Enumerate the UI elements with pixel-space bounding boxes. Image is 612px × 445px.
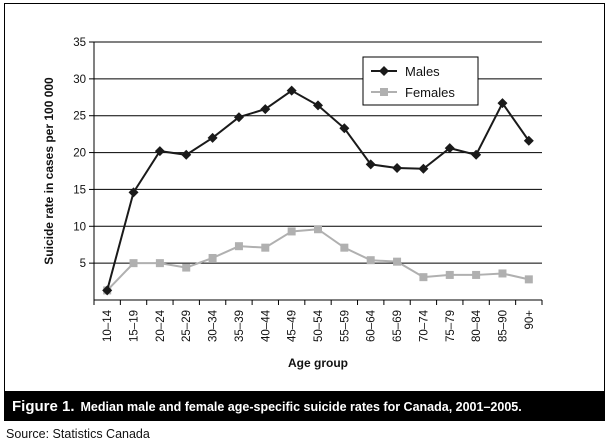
x-tick-label: 60–64 bbox=[366, 309, 378, 342]
x-tick-label: 30–34 bbox=[208, 309, 220, 342]
data-point-females bbox=[445, 270, 454, 279]
data-point-females bbox=[261, 243, 270, 252]
data-point-males bbox=[102, 285, 113, 296]
legend-marker-males bbox=[379, 66, 389, 76]
y-tick-label: 10 bbox=[73, 221, 86, 233]
data-point-females bbox=[524, 275, 533, 284]
data-point-females bbox=[314, 225, 322, 234]
legend-marker-females bbox=[380, 88, 388, 96]
x-tick-label: 75–79 bbox=[445, 310, 457, 342]
x-tick-label: 10–14 bbox=[102, 309, 114, 342]
x-tick-label: 45–49 bbox=[287, 310, 299, 342]
series-line-females bbox=[106, 228, 530, 292]
data-point-males bbox=[154, 146, 165, 157]
x-tick-label: 35–39 bbox=[234, 310, 246, 342]
data-point-males bbox=[497, 98, 508, 109]
data-point-males bbox=[471, 149, 482, 160]
x-axis-title: Age group bbox=[288, 356, 348, 370]
x-tick-label: 90+ bbox=[524, 310, 536, 330]
data-point-females bbox=[366, 256, 375, 265]
x-tick-label: 25–29 bbox=[181, 310, 193, 342]
x-tick-label: 55–59 bbox=[339, 310, 351, 342]
x-tick-label: 15–19 bbox=[129, 310, 141, 342]
data-point-males bbox=[207, 132, 218, 143]
data-point-females bbox=[182, 263, 191, 272]
data-point-females bbox=[208, 253, 217, 262]
data-point-males bbox=[444, 143, 455, 154]
caption-label: Figure 1. bbox=[12, 398, 75, 415]
y-tick-label: 25 bbox=[73, 111, 86, 123]
data-point-females bbox=[155, 259, 164, 268]
series-line-males bbox=[106, 89, 530, 291]
data-point-males bbox=[233, 112, 244, 123]
data-point-females bbox=[340, 243, 349, 252]
legend-label-males: Males bbox=[405, 64, 440, 79]
x-tick-label: 20–24 bbox=[155, 309, 167, 342]
source-note: Source: Statistics Canada bbox=[6, 427, 150, 441]
data-point-males bbox=[181, 149, 192, 160]
data-point-females bbox=[498, 269, 507, 278]
x-tick-label: 40–44 bbox=[260, 309, 272, 342]
y-axis-title: Suicide rate in cases per 100 000 bbox=[42, 77, 56, 265]
x-tick-label: 85–90 bbox=[497, 310, 509, 342]
data-point-females bbox=[287, 227, 296, 236]
figure-frame: 5 10 15 20 25 30 35 10–14 15–19 20–24 25–29 30–34 35… bbox=[4, 3, 605, 392]
x-tick-label: 80–84 bbox=[471, 309, 483, 342]
x-tick-label: 65–69 bbox=[392, 310, 404, 342]
data-point-males bbox=[365, 159, 376, 170]
data-point-females bbox=[472, 270, 481, 279]
data-point-females bbox=[234, 242, 243, 251]
y-tick-label: 5 bbox=[80, 258, 86, 270]
data-point-males bbox=[418, 163, 429, 174]
y-tick-label: 30 bbox=[73, 74, 86, 86]
y-tick-label: 15 bbox=[73, 184, 86, 196]
figure-caption: Figure 1. Median male and female age-spec… bbox=[4, 392, 605, 421]
x-tick-label: 50–54 bbox=[313, 309, 325, 342]
data-point-females bbox=[419, 273, 428, 282]
legend-label-females: Females bbox=[405, 85, 455, 100]
data-point-females bbox=[393, 257, 402, 266]
x-tick-label: 70–74 bbox=[418, 309, 430, 342]
data-point-males bbox=[339, 123, 350, 134]
line-chart: 5 10 15 20 25 30 35 10–14 15–19 20–24 25–29 30–34 35… bbox=[42, 37, 543, 370]
data-point-males bbox=[523, 135, 534, 146]
data-point-females bbox=[129, 259, 138, 268]
y-tick-label: 35 bbox=[73, 37, 86, 49]
legend-box bbox=[362, 56, 479, 106]
caption-text: Median male and female age-specific suic… bbox=[80, 400, 522, 414]
data-point-males bbox=[260, 104, 271, 115]
y-tick-label: 20 bbox=[73, 148, 86, 160]
data-point-males bbox=[286, 85, 297, 96]
data-point-males bbox=[128, 187, 139, 198]
data-point-males bbox=[313, 100, 323, 111]
data-point-males bbox=[392, 163, 403, 174]
